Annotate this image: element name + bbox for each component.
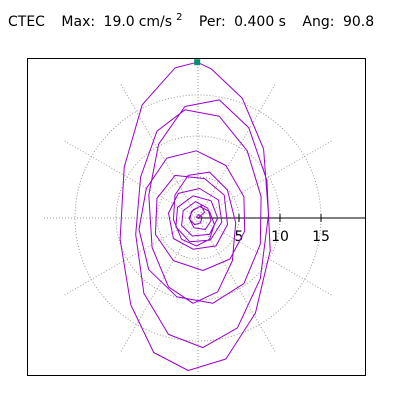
angle-label: Ang: bbox=[302, 14, 335, 30]
grid-spoke-120 bbox=[119, 82, 199, 219]
radial-tick-label-1: 5 bbox=[235, 229, 244, 245]
orbit-trace bbox=[119, 61, 271, 371]
period-value: 0.400 s bbox=[234, 14, 286, 30]
max-unit-exponent: 2 bbox=[176, 12, 183, 23]
max-unit: cm/s 2 bbox=[138, 12, 183, 30]
max-marker bbox=[194, 59, 201, 66]
max-value: 19.0 bbox=[103, 14, 135, 30]
grid-spoke-150 bbox=[62, 139, 199, 219]
header-readout: CTEC Max: 19.0 cm/s 2 Per: 0.400 s Ang: 90… bbox=[8, 12, 378, 30]
max-label: Max: bbox=[61, 14, 96, 30]
grid-spoke-60 bbox=[197, 82, 277, 219]
angle-value: 90.8 bbox=[342, 14, 375, 30]
period-label: Per: bbox=[198, 14, 226, 30]
station-code: CTEC bbox=[8, 14, 45, 30]
orbit-plot: 5 10 15 bbox=[42, 59, 365, 374]
radial-tick-label-3: 15 bbox=[312, 229, 330, 245]
plot-frame: 5 10 15 bbox=[27, 58, 366, 376]
grid-spoke-210 bbox=[62, 217, 199, 297]
grid-spoke-240 bbox=[119, 217, 199, 354]
radial-tick-label-2: 10 bbox=[271, 229, 289, 245]
grid-spoke-300 bbox=[197, 217, 277, 354]
grid-spoke-330 bbox=[197, 217, 334, 297]
grid-spoke-30 bbox=[197, 139, 334, 219]
